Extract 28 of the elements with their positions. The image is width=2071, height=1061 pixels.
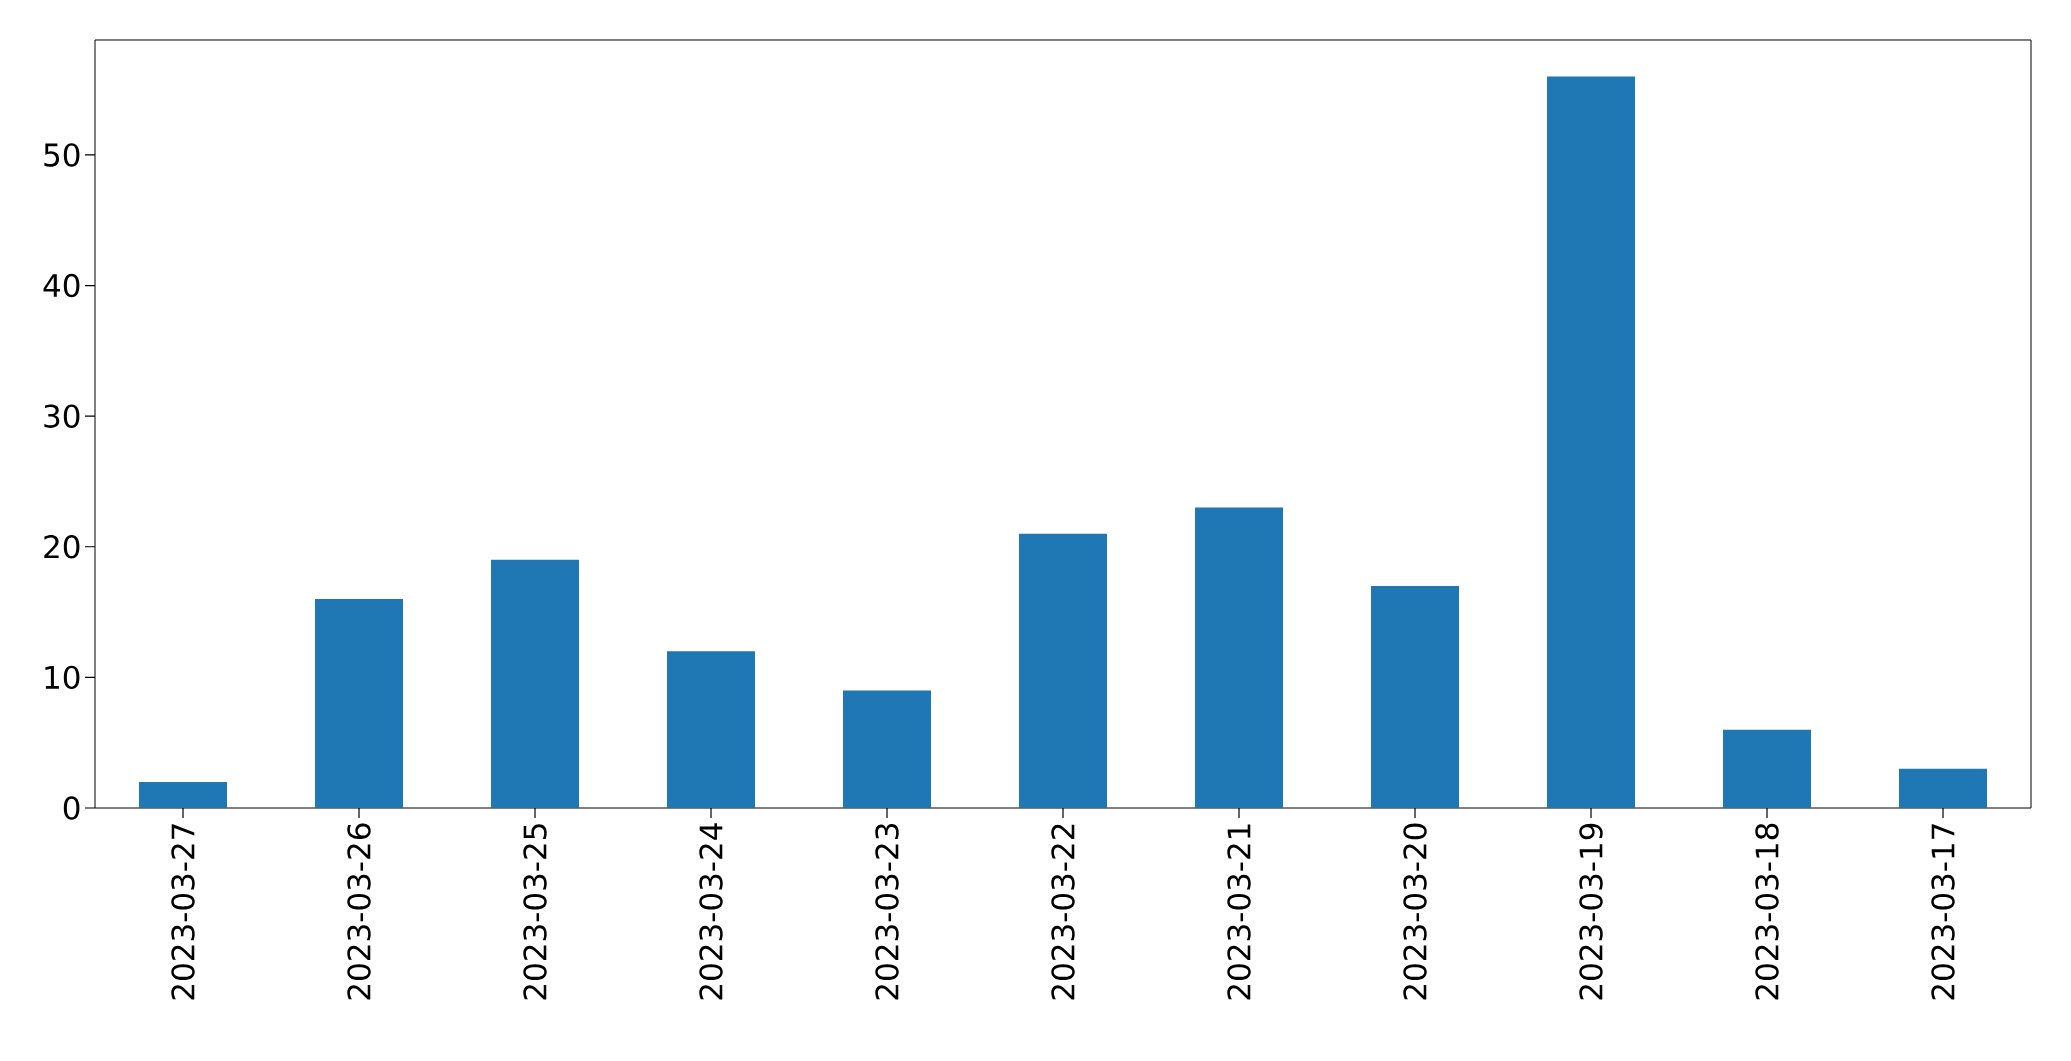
- bar: [1723, 729, 1812, 808]
- y-tick-label: 10: [45, 665, 80, 690]
- bar: [1019, 533, 1108, 808]
- bar: [843, 690, 931, 808]
- bar: [1371, 585, 1460, 808]
- x-tick-label: 2023-03-24: [699, 823, 723, 1000]
- x-tick-label: 2023-03-26: [347, 823, 371, 1000]
- bar: [491, 559, 579, 808]
- x-tick-label: 2023-03-17: [1931, 824, 1955, 1000]
- bar: [315, 599, 403, 808]
- y-tick-label: 0: [63, 796, 80, 820]
- bar: [667, 651, 755, 808]
- y-tick-label: 20: [44, 535, 80, 559]
- x-tick-label: 2023-03-23: [875, 824, 899, 1000]
- x-tick-label: 2023-03-18: [1755, 823, 1779, 1000]
- x-tick-label: 2023-03-21: [1227, 824, 1251, 1000]
- y-tick-label: 40: [43, 273, 80, 298]
- bar: [1195, 507, 1284, 808]
- x-tick-label: 2023-03-19: [1579, 823, 1603, 1000]
- y-tick-label: 50: [44, 143, 80, 167]
- bar: [1547, 76, 1636, 808]
- x-tick-label: 2023-03-22: [1051, 824, 1075, 1000]
- x-tick-label: 2023-03-27: [171, 824, 195, 1000]
- x-tick-label: 2023-03-25: [523, 824, 547, 1000]
- bar: [1899, 768, 1988, 808]
- x-tick-label: 2023-03-20: [1403, 823, 1427, 1000]
- bar: [139, 781, 227, 808]
- y-tick-label: 30: [44, 404, 80, 428]
